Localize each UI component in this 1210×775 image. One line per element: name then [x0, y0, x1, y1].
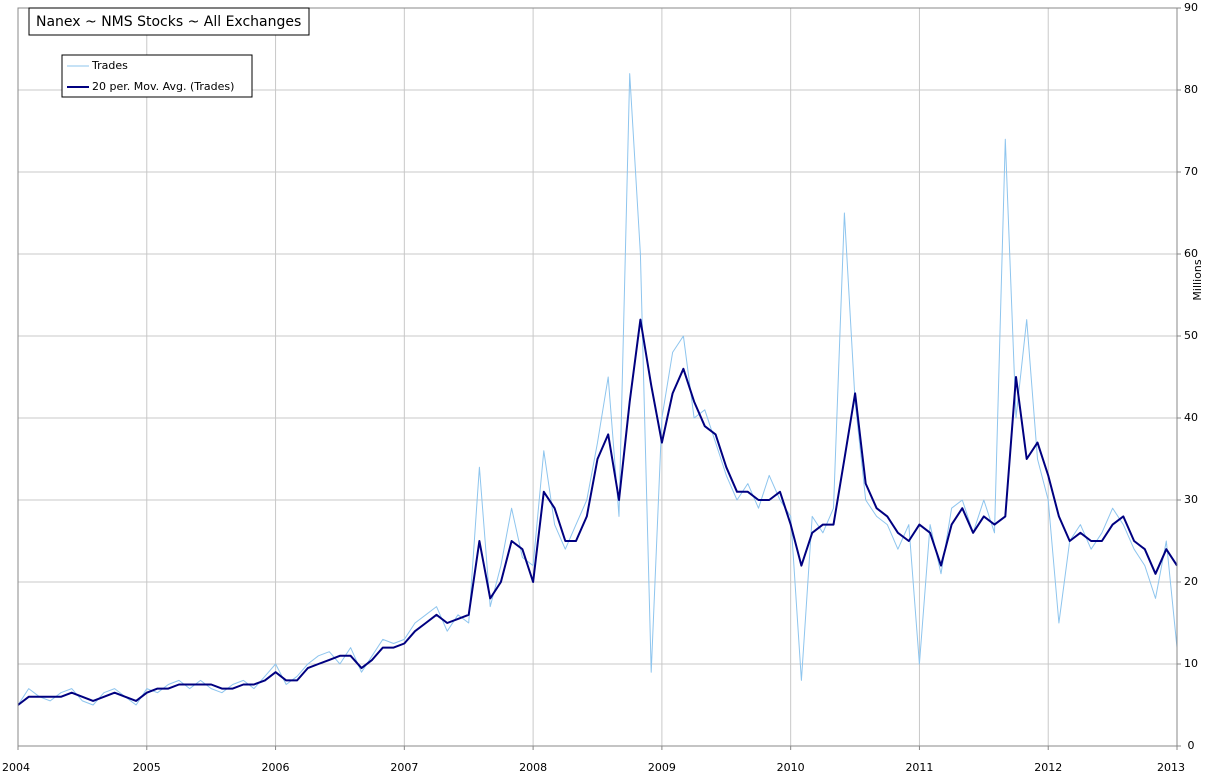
x-tick-label: 2004	[2, 761, 30, 774]
y-tick-label: 20	[1184, 575, 1198, 588]
y-tick-label: 40	[1184, 411, 1198, 424]
y-tick-label: 10	[1184, 657, 1198, 670]
title-box	[28, 7, 310, 36]
chart-title: Nanex ~ NMS Stocks ~ All Exchanges	[36, 14, 301, 30]
series-line	[17, 318, 1178, 706]
legend-label: 20 per. Mov. Avg. (Trades)	[92, 80, 234, 93]
x-tick-label: 2011	[905, 761, 933, 774]
x-tick-label: 2007	[390, 761, 418, 774]
y-tick-label: 70	[1184, 165, 1198, 178]
x-tick-label: 2005	[133, 761, 161, 774]
legend: Trades 20 per. Mov. Avg. (Trades)	[61, 54, 253, 98]
y-tick-label: 30	[1184, 493, 1198, 506]
x-tick-label: 2009	[648, 761, 676, 774]
x-tick-label: 2012	[1034, 761, 1062, 774]
legend-box	[61, 54, 253, 98]
legend-label: Trades	[91, 59, 128, 72]
y-tick-label: 50	[1184, 329, 1198, 342]
y-tick-label: 0	[1188, 739, 1195, 752]
y-tick-label: 80	[1184, 83, 1198, 96]
y-tick-label: 60	[1184, 247, 1198, 260]
x-tick-label: 2006	[262, 761, 290, 774]
plot-frame	[17, 7, 1178, 747]
x-tick-label: 2013	[1157, 761, 1185, 774]
plot	[17, 73, 1178, 706]
y-axis-label: Millions	[1191, 259, 1204, 300]
series-line	[17, 73, 1178, 706]
y-tick-label: 90	[1184, 1, 1198, 14]
x-tick-label: 2008	[519, 761, 547, 774]
x-tick-label: 2010	[777, 761, 805, 774]
